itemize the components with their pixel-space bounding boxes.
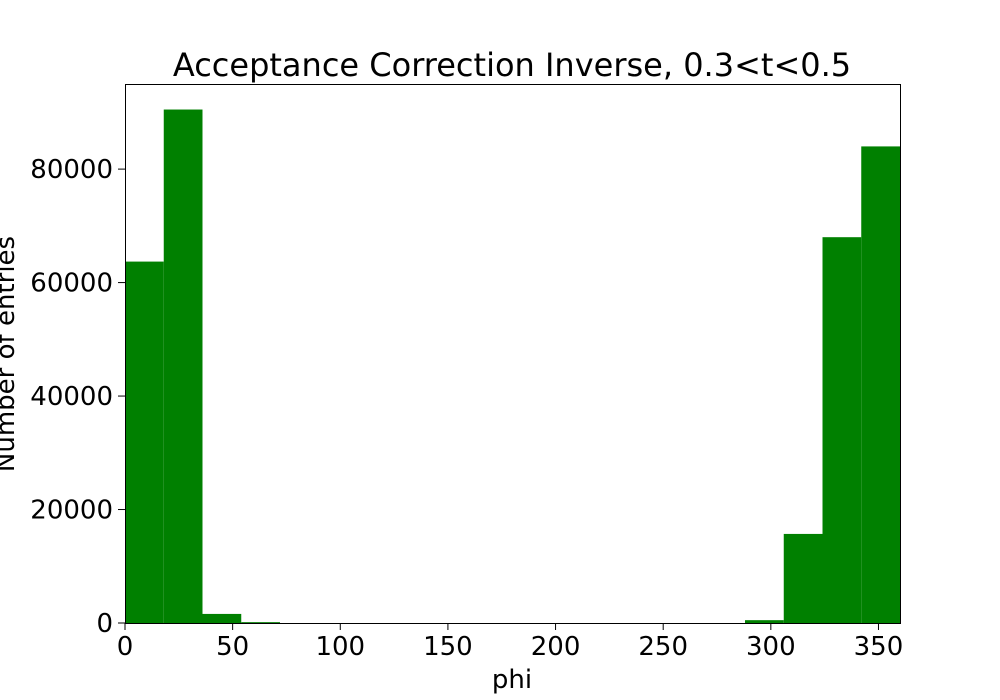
y-tick-label: 60000 [30, 269, 113, 299]
bars-group [125, 109, 900, 624]
x-tick-label: 150 [423, 632, 473, 662]
y-tick-label: 40000 [30, 382, 113, 412]
x-tick-label: 350 [854, 632, 904, 662]
y-axis-ticks: 0 20000 40000 60000 80000 [30, 155, 125, 639]
chart-title: Acceptance Correction Inverse, 0.3<t<0.5 [173, 46, 851, 84]
histogram-bar [783, 533, 823, 623]
histogram-bar [202, 613, 242, 623]
x-tick-label: 100 [315, 632, 365, 662]
y-tick-label: 0 [96, 609, 113, 639]
histogram-bar [125, 261, 164, 623]
x-axis-ticks: 0 50 100 150 200 250 300 350 [117, 623, 904, 662]
histogram-bar [241, 622, 280, 623]
x-tick-label: 250 [638, 632, 688, 662]
y-tick-label: 80000 [30, 155, 113, 185]
plot-frame [125, 84, 901, 624]
y-axis-label: Number of entries [0, 236, 21, 472]
x-tick-label: 300 [746, 632, 796, 662]
x-tick-label: 0 [117, 632, 134, 662]
y-tick-label: 20000 [30, 496, 113, 526]
histogram-bar [861, 146, 900, 623]
histogram-bar [163, 109, 203, 624]
x-tick-label: 200 [531, 632, 581, 662]
histogram-bar [822, 237, 862, 624]
x-tick-label: 50 [216, 632, 249, 662]
histogram-bar [745, 620, 784, 623]
x-axis-label: phi [492, 665, 532, 695]
